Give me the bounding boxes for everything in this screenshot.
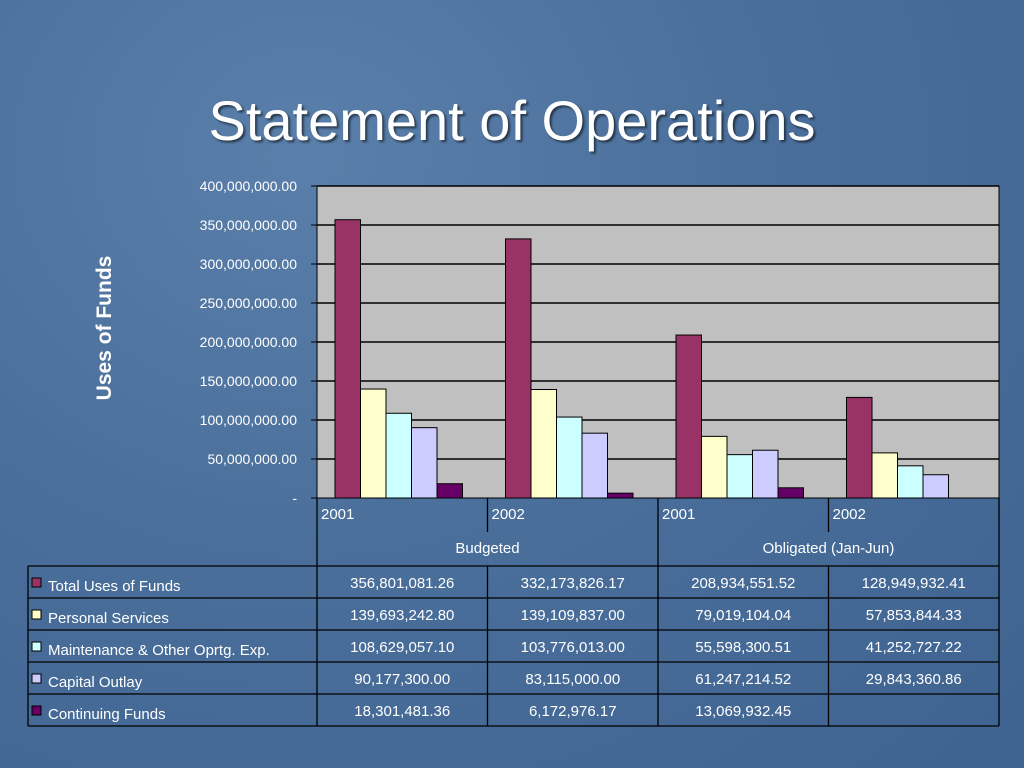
data-label: 356,801,081.26 [350,575,454,592]
y-tick-label: 100,000,000.00 [200,412,298,428]
data-label: 6,172,976.17 [529,703,617,720]
bar [607,492,634,499]
bar [360,388,387,499]
bar [726,454,753,499]
legend-key [31,641,42,652]
data-label: 332,173,826.17 [521,575,625,592]
y-tick-label: 250,000,000.00 [200,295,298,311]
data-label: 83,115,000.00 [525,671,620,688]
data-label: 61,247,214.52 [695,671,791,688]
y-tick-label: 150,000,000.00 [200,373,298,389]
y-tick-label: 300,000,000.00 [200,256,298,272]
data-label: 103,776,013.00 [521,639,625,656]
bar [505,238,532,499]
x-tick-label: 2002 [492,506,525,523]
legend-key [31,577,42,588]
data-label: 57,853,844.33 [866,607,962,624]
bar [530,388,557,499]
bar [871,452,898,499]
legend-label: Continuing Funds [48,706,166,723]
x-tick-label: 2002 [833,506,866,523]
y-tick-label: 200,000,000.00 [200,334,298,350]
data-label: 13,069,932.45 [695,703,791,720]
data-label: 139,693,242.80 [350,607,454,624]
legend-key [31,673,42,684]
bar [922,474,949,499]
bar [556,416,583,499]
category-group-label: Obligated (Jan-Jun) [763,540,895,557]
bar [777,487,804,499]
data-label: 18,301,481.36 [354,703,450,720]
bar [334,219,361,499]
legend-key [31,705,42,716]
legend-label: Total Uses of Funds [48,578,181,595]
x-tick-label: 2001 [662,506,695,523]
data-label: 139,109,837.00 [521,607,625,624]
data-label: 90,177,300.00 [354,671,450,688]
y-tick-label: - [292,490,297,506]
data-label: 55,598,300.51 [695,639,791,656]
legend-label: Maintenance & Other Oprtg. Exp. [48,642,270,659]
data-label: 29,843,360.86 [866,671,962,688]
slide-title: Statement of Operations [208,89,816,152]
data-label: 108,629,057.10 [350,639,454,656]
x-tick-label: 2001 [321,506,354,523]
data-label: 79,019,104.04 [695,607,791,624]
legend-label: Capital Outlay [48,674,143,691]
data-label: 41,252,727.22 [866,639,962,656]
data-label: 128,949,932.41 [862,575,966,592]
legend-label: Personal Services [48,610,169,627]
bar [581,432,608,499]
bar [436,483,463,499]
y-tick-label: 350,000,000.00 [200,217,298,233]
bar [897,465,924,499]
bar [846,396,873,499]
bar [752,449,779,499]
bar [385,412,412,499]
y-tick-label: 50,000,000.00 [207,451,297,467]
category-group-label: Budgeted [455,540,519,557]
bar [411,427,438,499]
bar [675,334,702,499]
bar [701,435,728,499]
legend-key [31,609,42,620]
data-label: 208,934,551.52 [691,575,795,592]
y-tick-label: 400,000,000.00 [200,178,298,194]
